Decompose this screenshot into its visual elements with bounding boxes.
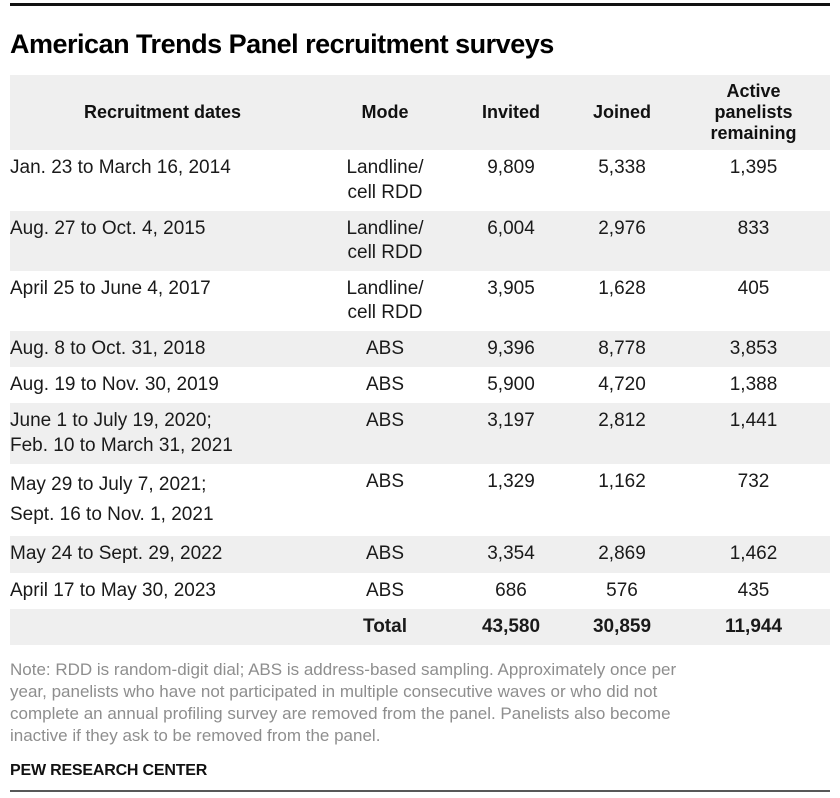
cell-dates: May 24 to Sept. 29, 2022 (10, 536, 315, 573)
cell-dates: Jan. 23 to March 16, 2014 (10, 157, 231, 179)
cell-joined: 576 (606, 579, 638, 601)
cell-mode: ABS (315, 403, 455, 464)
cell-active: 732 (737, 470, 770, 492)
cell-active: 1,395 (729, 157, 778, 179)
cell-mode: Landline/ cell RDD (346, 157, 424, 203)
table-row: Aug. 19 to Nov. 30, 2019 ABS 5,900 4,720 1,3… (10, 367, 830, 403)
table-row: Aug. 8 to Oct. 31, 2018 ABS 9,396 8,778 3,85… (10, 331, 830, 368)
cell-dates: Aug. 27 to Oct. 4, 2015 (10, 210, 315, 271)
cell-invited: 1,329 (487, 470, 535, 492)
cell-total-empty (10, 608, 315, 645)
header-joined: Joined (567, 75, 677, 151)
cell-invited: 6,004 (455, 210, 567, 271)
header-recruitment-dates: Recruitment dates (10, 75, 315, 151)
cell-mode: Landline/ cell RDD (315, 210, 455, 271)
header-row: Recruitment dates Mode Invited Joined Ac… (10, 75, 830, 151)
top-rule (10, 3, 830, 6)
table-row: Jan. 23 to March 16, 2014 Landline/ cell … (10, 150, 830, 210)
table-row: May 29 to July 7, 2021; Sept. 16 to Nov.… (10, 464, 830, 537)
cell-active: 833 (677, 210, 830, 271)
cell-invited: 3,197 (455, 403, 567, 464)
cell-joined: 2,976 (567, 210, 677, 271)
header-invited: Invited (455, 75, 567, 151)
table-row: May 24 to Sept. 29, 2022 ABS 3,354 2,869 1,4… (10, 536, 830, 573)
cell-invited: 3,354 (455, 536, 567, 573)
cell-dates: May 29 to July 7, 2021; Sept. 16 to Nov.… (10, 473, 214, 526)
cell-active: 1,441 (677, 403, 830, 464)
cell-joined: 1,162 (598, 470, 646, 492)
bottom-rule (10, 790, 830, 792)
cell-dates: April 17 to May 30, 2023 (10, 579, 216, 601)
cell-mode: ABS (365, 579, 405, 601)
total-invited: 43,580 (455, 608, 567, 645)
header-mode: Mode (315, 75, 455, 151)
cell-mode: ABS (365, 374, 405, 396)
table-row: April 25 to June 4, 2017 Landline/ cell R… (10, 271, 830, 331)
cell-invited: 9,809 (487, 157, 535, 179)
cell-invited: 686 (495, 579, 527, 601)
header-active-panelists-remaining: Active panelists remaining (677, 75, 830, 151)
cell-active: 405 (737, 277, 770, 299)
cell-active: 1,462 (677, 536, 830, 573)
cell-mode: Landline/ cell RDD (346, 277, 424, 324)
cell-active: 3,853 (677, 331, 830, 368)
cell-mode: ABS (365, 470, 405, 492)
table-row: June 1 to July 19, 2020; Feb. 10 to Marc… (10, 403, 830, 464)
recruitment-table: Recruitment dates Mode Invited Joined Ac… (10, 75, 830, 645)
total-active: 11,944 (677, 608, 830, 645)
cell-mode: ABS (315, 536, 455, 573)
cell-dates: June 1 to July 19, 2020; Feb. 10 to Marc… (10, 403, 315, 464)
source-label: PEW RESEARCH CENTER (10, 761, 208, 779)
table-row: April 17 to May 30, 2023 ABS 686 576 435 (10, 573, 830, 609)
total-row: Total 43,580 30,859 11,944 (10, 608, 830, 645)
cell-joined: 5,338 (598, 157, 646, 179)
cell-joined: 2,869 (567, 536, 677, 573)
cell-dates: Aug. 19 to Nov. 30, 2019 (10, 374, 219, 396)
cell-dates: April 25 to June 4, 2017 (10, 277, 211, 299)
total-joined: 30,859 (567, 608, 677, 645)
cell-active: 1,388 (729, 374, 778, 396)
cell-invited: 5,900 (487, 374, 535, 396)
cell-invited: 3,905 (487, 277, 535, 299)
cell-joined: 4,720 (598, 374, 646, 396)
cell-mode: ABS (315, 331, 455, 368)
cell-joined: 2,812 (567, 403, 677, 464)
cell-dates: Aug. 8 to Oct. 31, 2018 (10, 331, 315, 368)
table-row: Aug. 27 to Oct. 4, 2015 Landline/ cell RD… (10, 210, 830, 271)
cell-invited: 9,396 (455, 331, 567, 368)
cell-joined: 8,778 (567, 331, 677, 368)
page-title: American Trends Panel recruitment survey… (10, 29, 554, 59)
table-note: Note: RDD is random-digit dial; ABS is a… (10, 659, 677, 745)
cell-joined: 1,628 (598, 277, 646, 299)
cell-active: 435 (737, 579, 770, 601)
total-label: Total (315, 608, 455, 645)
